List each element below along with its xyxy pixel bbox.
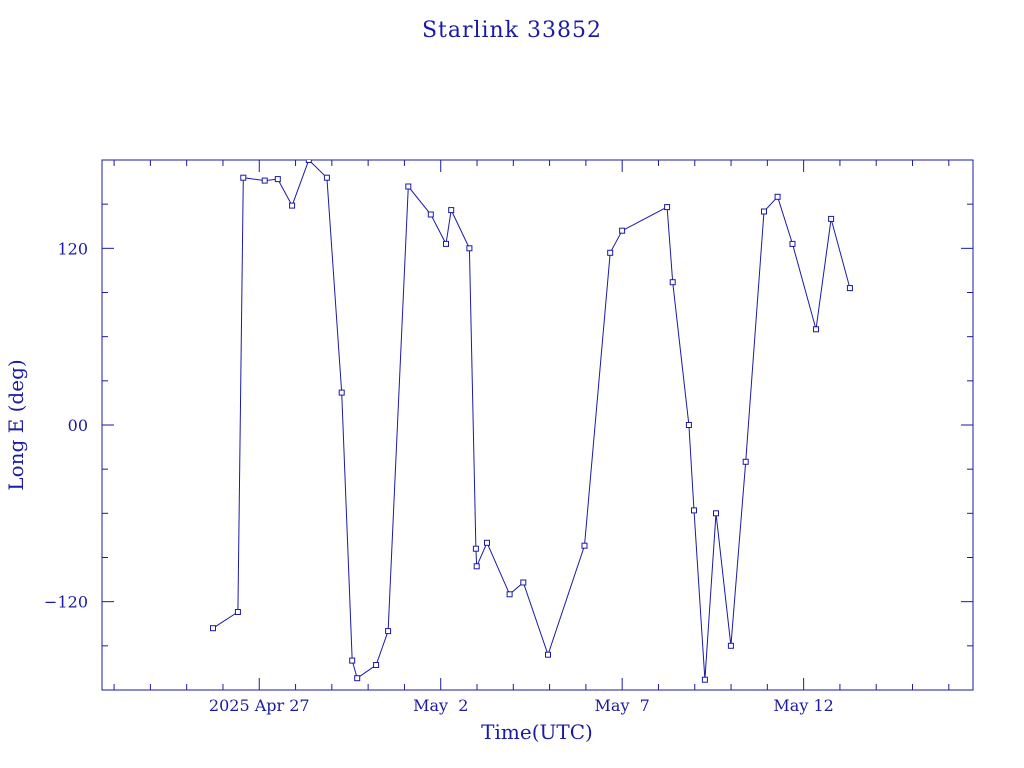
- data-point: [448, 207, 455, 214]
- data-point: [305, 160, 312, 163]
- data-point: [274, 176, 281, 183]
- data-point: [664, 204, 671, 211]
- chart-title: Starlink 33852: [422, 18, 602, 43]
- data-point: [619, 227, 626, 234]
- data-point: [338, 389, 345, 396]
- x-tick-label: May 7: [595, 696, 650, 715]
- data-point: [240, 174, 247, 181]
- x-axis-label: Time(UTC): [481, 720, 593, 744]
- data-point: [607, 249, 614, 256]
- data-point: [466, 245, 473, 252]
- data-point: [742, 458, 749, 465]
- data-point: [520, 579, 527, 586]
- data-point: [727, 642, 734, 649]
- y-tick-label: −120: [44, 593, 88, 612]
- data-point: [581, 542, 588, 549]
- data-point: [234, 609, 241, 615]
- series-markers: [210, 160, 853, 683]
- data-point: [261, 177, 268, 184]
- data-point: [545, 651, 551, 658]
- data-point: [701, 676, 708, 683]
- data-point: [210, 625, 216, 632]
- data-point: [828, 215, 835, 222]
- data-point: [354, 675, 361, 682]
- axis-tick-labels: 120 00 −120 2025 Apr 27 May 2 May 7 May 12: [44, 239, 834, 715]
- data-point: [774, 193, 781, 200]
- series-line: [212, 160, 851, 680]
- data-point: [846, 285, 853, 292]
- data-point: [289, 202, 296, 209]
- data-point: [472, 545, 479, 552]
- data-point: [669, 279, 676, 286]
- data-point: [685, 422, 692, 428]
- axis-ticks: [102, 159, 973, 691]
- data-point: [373, 662, 380, 668]
- y-tick-label: 120: [57, 239, 88, 258]
- data-point: [349, 657, 356, 664]
- data-point: [385, 628, 392, 635]
- data-point: [813, 326, 819, 333]
- data-point: [427, 211, 434, 218]
- data-point: [473, 563, 480, 570]
- data-point: [789, 240, 796, 247]
- data-point: [691, 507, 697, 514]
- x-tick-label: May 2: [413, 696, 468, 715]
- y-axis-label: Long E (deg): [4, 359, 28, 490]
- y-tick-label: 00: [68, 416, 88, 435]
- data-point: [484, 539, 490, 546]
- x-tick-label: May 12: [773, 696, 833, 715]
- plot-frame: [101, 159, 974, 691]
- data-point: [405, 183, 412, 190]
- data-point: [443, 240, 449, 247]
- data-point: [506, 591, 513, 598]
- data-point: [761, 208, 767, 215]
- data-point: [323, 174, 330, 181]
- x-tick-label: 2025 Apr 27: [209, 696, 310, 715]
- data-point: [713, 510, 719, 517]
